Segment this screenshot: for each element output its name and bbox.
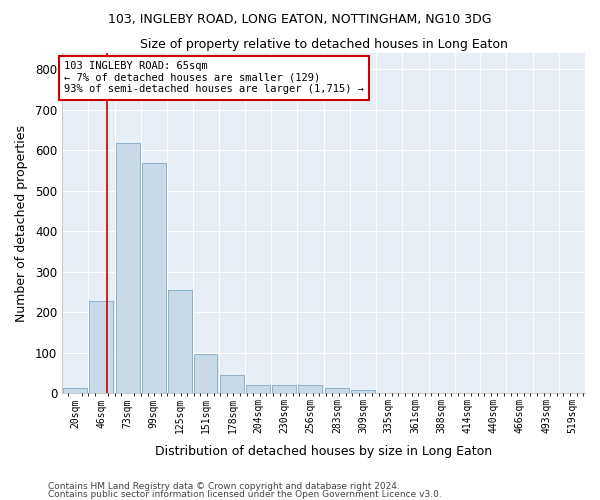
Bar bbox=[247, 385, 270, 394]
Text: Contains public sector information licensed under the Open Government Licence v3: Contains public sector information licen… bbox=[48, 490, 442, 499]
Text: 103 INGLEBY ROAD: 65sqm
← 7% of detached houses are smaller (129)
93% of semi-de: 103 INGLEBY ROAD: 65sqm ← 7% of detached… bbox=[64, 61, 364, 94]
Bar bbox=[272, 385, 296, 394]
Title: Size of property relative to detached houses in Long Eaton: Size of property relative to detached ho… bbox=[140, 38, 508, 51]
Text: 103, INGLEBY ROAD, LONG EATON, NOTTINGHAM, NG10 3DG: 103, INGLEBY ROAD, LONG EATON, NOTTINGHA… bbox=[108, 12, 492, 26]
Bar bbox=[325, 388, 349, 394]
Text: Contains HM Land Registry data © Crown copyright and database right 2024.: Contains HM Land Registry data © Crown c… bbox=[48, 482, 400, 491]
Bar bbox=[194, 354, 217, 394]
Bar bbox=[167, 290, 191, 394]
Bar bbox=[298, 385, 322, 394]
Bar bbox=[351, 390, 375, 394]
Bar bbox=[89, 301, 113, 394]
Y-axis label: Number of detached properties: Number of detached properties bbox=[15, 124, 28, 322]
Bar bbox=[63, 388, 87, 394]
Bar bbox=[116, 144, 140, 394]
Bar bbox=[220, 376, 244, 394]
X-axis label: Distribution of detached houses by size in Long Eaton: Distribution of detached houses by size … bbox=[155, 444, 492, 458]
Bar bbox=[142, 163, 166, 394]
